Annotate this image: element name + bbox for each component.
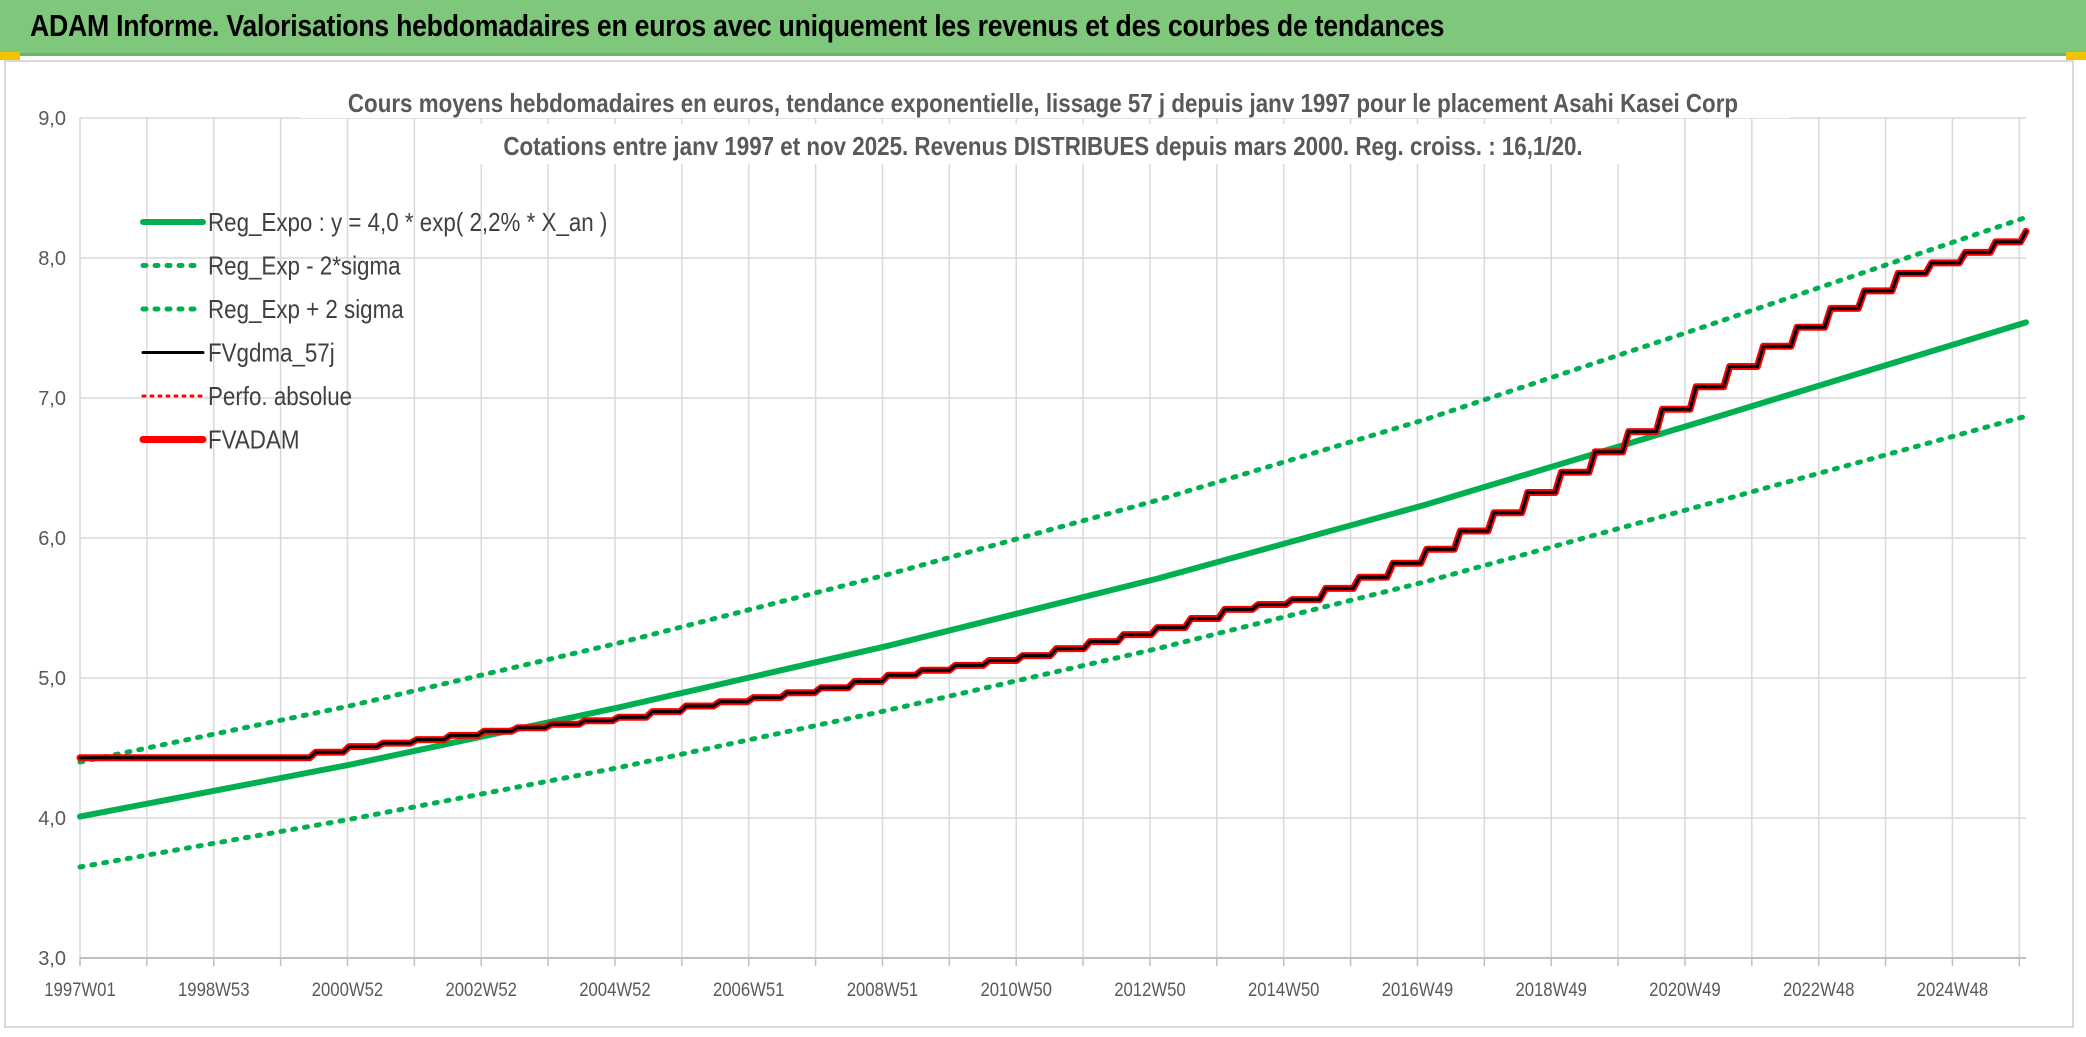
x-tick-label: 1997W01 [44, 979, 116, 1000]
chart-title-line-2: Cotations entre janv 1997 et nov 2025. R… [503, 132, 1582, 161]
report-banner: ADAM Informe. Valorisations hebdomadaire… [0, 0, 2086, 56]
y-tick-label: 3,0 [38, 948, 66, 970]
corner-mark-right [2066, 52, 2086, 60]
x-tick-label: 2002W52 [445, 979, 517, 1000]
x-tick-label: 2004W52 [579, 979, 651, 1000]
legend-label-5: FVADAM [208, 426, 299, 455]
x-tick-label: 2000W52 [312, 979, 384, 1000]
chart-title: Cours moyens hebdomadaires en euros, ten… [300, 80, 1790, 164]
legend-label-2: Reg_Exp + 2 sigma [208, 295, 404, 324]
legend: Reg_Expo : y = 4,0 * exp( 2,2% * X_an ) R… [139, 208, 607, 455]
x-tick-label: 2008W51 [847, 979, 919, 1000]
x-tick-label: 2010W50 [980, 979, 1052, 1000]
y-tick-label: 9,0 [38, 108, 66, 130]
series-layer [76, 214, 2030, 870]
series-line-3 [78, 229, 2028, 760]
y-tick-label: 6,0 [38, 528, 66, 550]
y-tick-label: 4,0 [38, 808, 66, 830]
x-tick-label: 2016W49 [1382, 979, 1454, 1000]
x-tick-label: 2018W49 [1515, 979, 1587, 1000]
legend-label-1: Reg_Exp - 2*sigma [208, 252, 401, 281]
grid-layer [79, 117, 2026, 966]
y-tick-label: 7,0 [38, 388, 66, 410]
chart-title-line-1: Cours moyens hebdomadaires en euros, ten… [348, 89, 1738, 118]
x-tick-label: 2006W51 [713, 979, 785, 1000]
chart-frame [4, 60, 2074, 1028]
x-tick-label: 2012W50 [1114, 979, 1186, 1000]
legend-label-4: Perfo. absolue [208, 382, 352, 411]
x-tick-label: 2020W49 [1649, 979, 1721, 1000]
x-tick-label: 2022W48 [1783, 979, 1855, 1000]
report-title: ADAM Informe. Valorisations hebdomadaire… [30, 8, 1445, 43]
y-tick-label: 8,0 [38, 248, 66, 270]
corner-mark-left [0, 52, 20, 60]
x-tick-label: 2014W50 [1248, 979, 1320, 1000]
x-tick-label: 1998W53 [178, 979, 250, 1000]
series-line-0 [77, 319, 2029, 820]
series-line-1 [77, 413, 2029, 870]
legend-label-3: FVgdma_57j [208, 339, 335, 368]
y-tick-label: 5,0 [38, 668, 66, 690]
legend-label-0: Reg_Expo : y = 4,0 * exp( 2,2% * X_an ) [208, 208, 607, 237]
tick-layer: 3,0 4,0 5,0 6,0 7,0 8,0 9,0 1997W01 1998W53 2000W… [38, 108, 1988, 1000]
x-tick-label: 2024W48 [1917, 979, 1989, 1000]
